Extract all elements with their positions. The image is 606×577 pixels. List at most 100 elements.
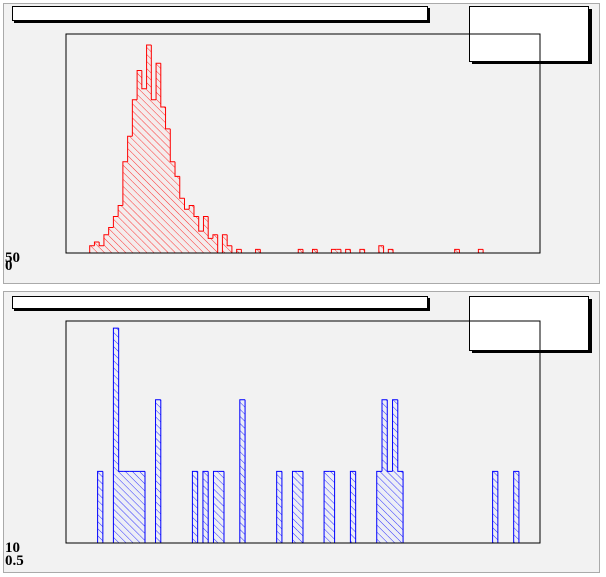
bar bbox=[324, 471, 330, 543]
bar bbox=[236, 249, 242, 253]
bar-outline bbox=[174, 161, 180, 177]
bar-outline bbox=[376, 470, 382, 543]
bar bbox=[208, 238, 213, 253]
bar bbox=[222, 234, 228, 253]
bar-outline bbox=[191, 470, 198, 543]
bar bbox=[382, 399, 388, 543]
bar-outline bbox=[345, 248, 351, 253]
bar-outline bbox=[188, 205, 194, 210]
bar-outline bbox=[103, 234, 109, 246]
bar-outline bbox=[202, 470, 209, 543]
bar bbox=[89, 245, 95, 253]
bar-outline bbox=[93, 241, 100, 246]
corner-label: 0 bbox=[5, 258, 13, 274]
bar bbox=[123, 471, 130, 543]
bar-outline bbox=[202, 216, 209, 232]
bar bbox=[397, 471, 404, 543]
corner-label: 50 bbox=[5, 250, 20, 266]
bar bbox=[94, 242, 100, 253]
bar-outline bbox=[255, 248, 261, 253]
bar bbox=[255, 249, 261, 253]
bar bbox=[165, 128, 171, 253]
bar-outline bbox=[207, 216, 213, 239]
bar bbox=[122, 161, 128, 253]
bar bbox=[179, 198, 185, 253]
title-box bbox=[12, 296, 428, 309]
bar bbox=[137, 70, 142, 253]
bar bbox=[378, 245, 384, 253]
bar bbox=[376, 471, 382, 543]
bar-outline bbox=[179, 176, 185, 199]
bar bbox=[454, 249, 460, 253]
bar-outline bbox=[165, 107, 171, 130]
bar-outline bbox=[359, 248, 365, 253]
bar bbox=[193, 216, 199, 253]
bar bbox=[276, 471, 282, 543]
bar bbox=[151, 99, 157, 253]
bar-outline bbox=[169, 128, 176, 163]
bar-outline bbox=[89, 245, 95, 253]
bar bbox=[132, 99, 138, 253]
bar bbox=[345, 249, 351, 253]
bar-outline bbox=[276, 470, 282, 543]
stats-box bbox=[469, 296, 589, 351]
bar-outline bbox=[387, 248, 394, 253]
bar-outline bbox=[97, 470, 103, 543]
bar-outline bbox=[155, 62, 161, 100]
bar bbox=[99, 245, 104, 253]
bar-outline bbox=[323, 470, 330, 543]
bar bbox=[198, 231, 204, 253]
bar bbox=[170, 161, 176, 253]
bar-outline bbox=[112, 216, 119, 228]
bar-outline bbox=[381, 399, 388, 472]
bar bbox=[392, 399, 398, 543]
bar-outline bbox=[184, 198, 190, 210]
bar-outline bbox=[454, 248, 460, 253]
bar bbox=[118, 471, 124, 543]
bar-outline bbox=[291, 470, 298, 543]
pad-top bbox=[3, 3, 600, 284]
bar bbox=[141, 88, 147, 253]
bar bbox=[146, 44, 152, 254]
bar-outline bbox=[212, 234, 218, 239]
bar-outline bbox=[155, 399, 161, 543]
bar-outline bbox=[146, 44, 152, 89]
bar bbox=[175, 176, 180, 253]
bar bbox=[134, 471, 140, 543]
bar-outline bbox=[136, 70, 142, 100]
bar bbox=[292, 471, 298, 543]
bar bbox=[388, 249, 394, 253]
bar-outline bbox=[477, 248, 484, 253]
bar bbox=[312, 249, 318, 253]
bar bbox=[103, 234, 109, 253]
bar bbox=[329, 471, 335, 543]
bar-outline bbox=[297, 248, 303, 253]
bar-outline bbox=[378, 245, 384, 253]
bar-outline bbox=[198, 216, 204, 232]
bar bbox=[155, 399, 161, 543]
bar bbox=[331, 249, 337, 253]
bar bbox=[227, 245, 232, 253]
bar bbox=[160, 107, 166, 253]
bar-outline bbox=[141, 70, 147, 90]
bar-outline bbox=[311, 248, 318, 253]
bar bbox=[139, 471, 145, 543]
bar-outline bbox=[386, 399, 393, 472]
bar-outline bbox=[349, 470, 356, 543]
bar bbox=[336, 249, 341, 253]
bar bbox=[212, 234, 218, 253]
bar-outline bbox=[160, 63, 166, 108]
bar bbox=[350, 471, 356, 543]
bar-outline bbox=[98, 242, 104, 247]
bar-outline bbox=[492, 470, 498, 543]
bar bbox=[192, 471, 198, 543]
bar bbox=[218, 471, 224, 543]
bar bbox=[203, 216, 209, 253]
bar-outline bbox=[397, 399, 404, 472]
bar bbox=[189, 205, 194, 253]
bar-outline bbox=[150, 44, 157, 101]
bar bbox=[113, 216, 119, 253]
plot-frame bbox=[65, 33, 541, 254]
plot-frame bbox=[65, 320, 541, 544]
